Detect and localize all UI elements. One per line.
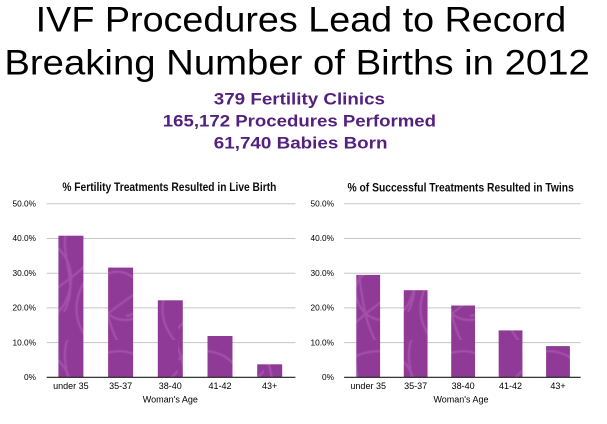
svg-text:20.0%: 20.0% xyxy=(310,303,334,313)
svg-text:IVF Procedures Lead to Record: IVF Procedures Lead to Record xyxy=(36,0,567,40)
svg-text:41-42: 41-42 xyxy=(499,381,522,391)
svg-text:10.0%: 10.0% xyxy=(310,337,334,347)
svg-text:50.0%: 50.0% xyxy=(310,199,334,209)
svg-text:20.0%: 20.0% xyxy=(12,303,36,313)
svg-text:38-40: 38-40 xyxy=(159,381,182,391)
svg-text:43+: 43+ xyxy=(262,381,277,391)
svg-text:50.0%: 50.0% xyxy=(12,199,36,209)
svg-text:40.0%: 40.0% xyxy=(12,233,36,243)
svg-text:35-37: 35-37 xyxy=(404,381,427,391)
svg-text:35-37: 35-37 xyxy=(109,381,132,391)
svg-text:40.0%: 40.0% xyxy=(310,233,334,243)
svg-text:61,740 Babies Born: 61,740 Babies Born xyxy=(214,133,388,152)
svg-text:41-42: 41-42 xyxy=(208,381,231,391)
svg-text:Breaking Number of Births in 2: Breaking Number of Births in 2012 xyxy=(4,43,589,83)
svg-text:379 Fertility Clinics: 379 Fertility Clinics xyxy=(214,89,385,108)
svg-text:0%: 0% xyxy=(24,372,37,382)
svg-text:30.0%: 30.0% xyxy=(12,268,36,278)
svg-text:Woman's Age: Woman's Age xyxy=(433,394,488,404)
svg-text:Woman's Age: Woman's Age xyxy=(143,394,198,404)
svg-text:10.0%: 10.0% xyxy=(12,337,36,347)
svg-text:38-40: 38-40 xyxy=(452,381,475,391)
svg-text:under 35: under 35 xyxy=(53,381,89,391)
svg-text:% Fertility Treatments Resulte: % Fertility Treatments Resulted in Live … xyxy=(62,182,276,194)
svg-text:under 35: under 35 xyxy=(350,381,386,391)
svg-text:43+: 43+ xyxy=(550,381,565,391)
svg-text:0%: 0% xyxy=(322,372,335,382)
svg-text:30.0%: 30.0% xyxy=(310,268,334,278)
svg-text:% of Successful Treatments Res: % of Successful Treatments Resulted in T… xyxy=(348,183,574,195)
svg-text:165,172 Procedures Performed: 165,172 Procedures Performed xyxy=(163,111,436,130)
